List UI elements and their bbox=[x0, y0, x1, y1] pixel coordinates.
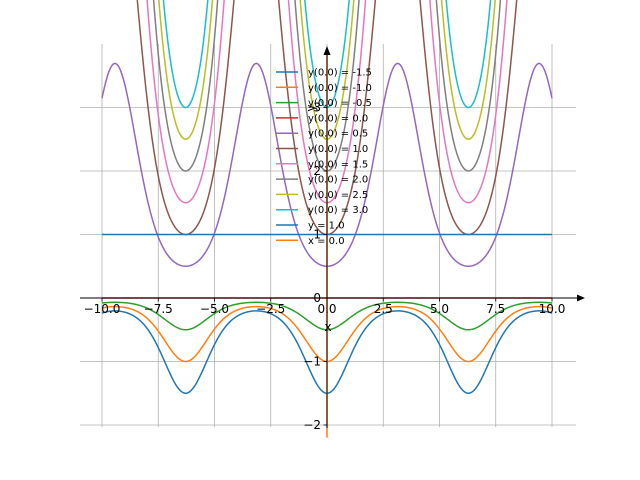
legend-label-11: x = 0.0 bbox=[308, 236, 345, 247]
x-tick-label-1: −7.5 bbox=[144, 302, 173, 316]
legend: y(0.0) = -1.5y(0.0) = -1.0y(0.0) = -0.5y… bbox=[276, 68, 372, 247]
legend-label-1: y(0.0) = -1.0 bbox=[308, 83, 372, 94]
legend-label-6: y(0.0) = 1.5 bbox=[308, 159, 368, 170]
legend-entry-0: y(0.0) = -1.5 bbox=[276, 68, 372, 79]
legend-label-2: y(0.0) = -0.5 bbox=[308, 98, 372, 109]
x-tick-label-6: 5.0 bbox=[430, 302, 449, 316]
ticks: −10.0 −7.5 −5.0 −2.5 0.0 2.5 5.0 7.5 10.0 −2 −1 0 1 2… bbox=[84, 101, 566, 433]
legend-label-4: y(0.0) = 0.5 bbox=[308, 129, 368, 140]
axes bbox=[80, 46, 585, 428]
x-tick-label-4: 0.0 bbox=[317, 302, 336, 316]
legend-entry-6: y(0.0) = 1.5 bbox=[276, 159, 368, 170]
x-axis-title: x bbox=[324, 320, 331, 334]
x-tick-label-7: 7.5 bbox=[486, 302, 505, 316]
legend-entry-9: y(0.0) = 3.0 bbox=[276, 205, 368, 216]
x-tick-label-2: −5.0 bbox=[200, 302, 229, 316]
legend-label-3: y(0.0) = 0.0 bbox=[308, 113, 368, 124]
x-tick-label-0: −10.0 bbox=[84, 302, 121, 316]
legend-entry-4: y(0.0) = 0.5 bbox=[276, 129, 368, 140]
legend-entry-3: y(0.0) = 0.0 bbox=[276, 113, 368, 124]
legend-label-8: y(0.0) = 2.5 bbox=[308, 190, 368, 201]
y-axis-arrow-icon bbox=[323, 46, 331, 55]
legend-entry-2: y(0.0) = -0.5 bbox=[276, 98, 372, 109]
y-tick-label-2: 0 bbox=[313, 291, 321, 305]
y-tick-label-3: 1 bbox=[313, 228, 321, 242]
x-tick-label-8: 10.0 bbox=[539, 302, 566, 316]
legend-label-9: y(0.0) = 3.0 bbox=[308, 205, 368, 216]
y-tick-label-5: 3 bbox=[313, 101, 321, 115]
legend-entry-8: y(0.0) = 2.5 bbox=[276, 190, 368, 201]
y-tick-label-0: −2 bbox=[303, 418, 321, 432]
x-tick-label-5: 2.5 bbox=[374, 302, 393, 316]
legend-label-0: y(0.0) = -1.5 bbox=[308, 68, 372, 79]
x-tick-label-3: −2.5 bbox=[256, 302, 285, 316]
legend-entry-10: y = 1.0 bbox=[276, 221, 345, 232]
legend-label-5: y(0.0) = 1.0 bbox=[308, 144, 368, 155]
y-tick-label-4: 2 bbox=[313, 164, 321, 178]
legend-label-7: y(0.0) = 2.0 bbox=[308, 175, 368, 186]
y-tick-label-1: −1 bbox=[303, 355, 321, 369]
legend-entry-7: y(0.0) = 2.0 bbox=[276, 175, 368, 186]
y-axis-title: y bbox=[304, 104, 318, 111]
x-axis-arrow-icon bbox=[577, 294, 585, 302]
legend-entry-1: y(0.0) = -1.0 bbox=[276, 83, 372, 94]
legend-label-10: y = 1.0 bbox=[308, 221, 345, 232]
legend-entry-5: y(0.0) = 1.0 bbox=[276, 144, 368, 155]
legend-entry-11: x = 0.0 bbox=[276, 236, 345, 247]
